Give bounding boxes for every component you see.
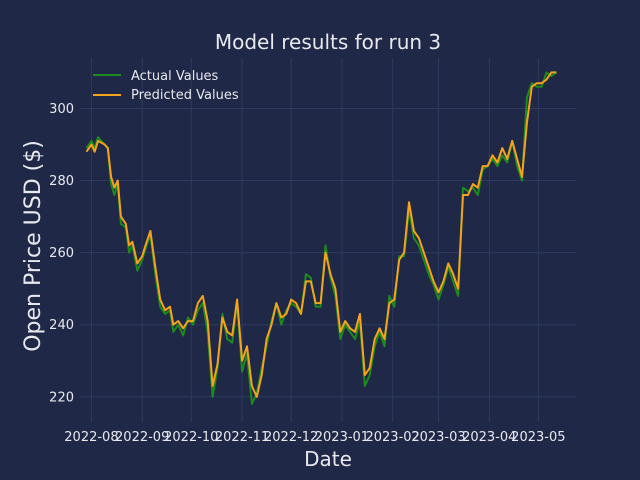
legend-label-actual: Actual Values bbox=[131, 69, 219, 84]
y-tick-label: 260 bbox=[49, 246, 74, 261]
y-tick-label: 220 bbox=[49, 390, 74, 405]
x-tick-label: 2023-01 bbox=[315, 430, 369, 445]
y-axis-label: Open Price USD ($) bbox=[21, 140, 46, 352]
y-tick-label: 280 bbox=[49, 174, 74, 189]
x-axis-label: Date bbox=[304, 447, 352, 471]
tick-labels: 2022-082022-092022-102022-112022-122023-… bbox=[49, 102, 565, 445]
x-tick-label: 2023-05 bbox=[511, 430, 565, 445]
series-lines bbox=[85, 71, 557, 405]
y-tick-label: 300 bbox=[49, 102, 74, 117]
legend: Actual Values Predicted Values bbox=[93, 69, 239, 103]
x-tick-label: 2023-03 bbox=[411, 430, 465, 445]
x-tick-label: 2022-09 bbox=[115, 430, 169, 445]
x-tick-label: 2022-10 bbox=[164, 430, 218, 445]
grid bbox=[80, 58, 576, 422]
x-tick-label: 2023-04 bbox=[462, 430, 516, 445]
x-tick-label: 2023-02 bbox=[365, 430, 419, 445]
x-tick-label: 2022-12 bbox=[264, 430, 318, 445]
legend-label-predicted: Predicted Values bbox=[131, 88, 239, 103]
chart-title: Model results for run 3 bbox=[215, 30, 441, 54]
series-line-predicted bbox=[85, 71, 557, 398]
x-tick-label: 2022-11 bbox=[215, 430, 269, 445]
y-tick-label: 240 bbox=[49, 318, 74, 333]
x-tick-label: 2022-08 bbox=[64, 430, 118, 445]
